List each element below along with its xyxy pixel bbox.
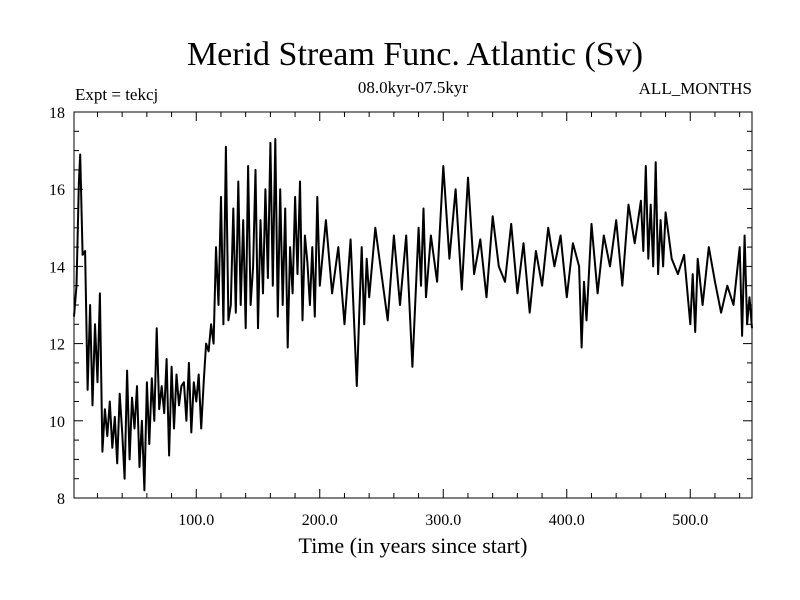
series-line xyxy=(73,138,753,492)
y-tick-label: 18 xyxy=(49,105,65,122)
y-tick-label: 12 xyxy=(49,337,65,354)
x-tick-label: 400.0 xyxy=(549,512,585,529)
x-tick-label: 500.0 xyxy=(672,512,708,529)
x-tick-label: 300.0 xyxy=(425,512,461,529)
x-tick-label: 100.0 xyxy=(178,512,214,529)
chart-title: Merid Stream Func. Atlantic (Sv) xyxy=(187,36,643,73)
axis-ticks xyxy=(74,111,752,499)
experiment-label: Expt = tekcj xyxy=(75,85,158,104)
x-axis-label: Time (in years since start) xyxy=(299,533,528,558)
plot-area xyxy=(73,111,753,499)
y-tick-label: 16 xyxy=(49,182,65,199)
y-tick-label: 10 xyxy=(49,414,65,431)
y-tick-label: 8 xyxy=(57,491,65,508)
months-label: ALL_MONTHS xyxy=(639,79,752,98)
x-tick-label: 200.0 xyxy=(302,512,338,529)
y-tick-label: 14 xyxy=(49,259,65,276)
axis-tick-labels: 100.0 200.0 300.0 400.0 500.0 8 10 12 14 16 18 xyxy=(49,105,708,529)
time-range-label: 08.0kyr-07.5kyr xyxy=(358,78,468,97)
